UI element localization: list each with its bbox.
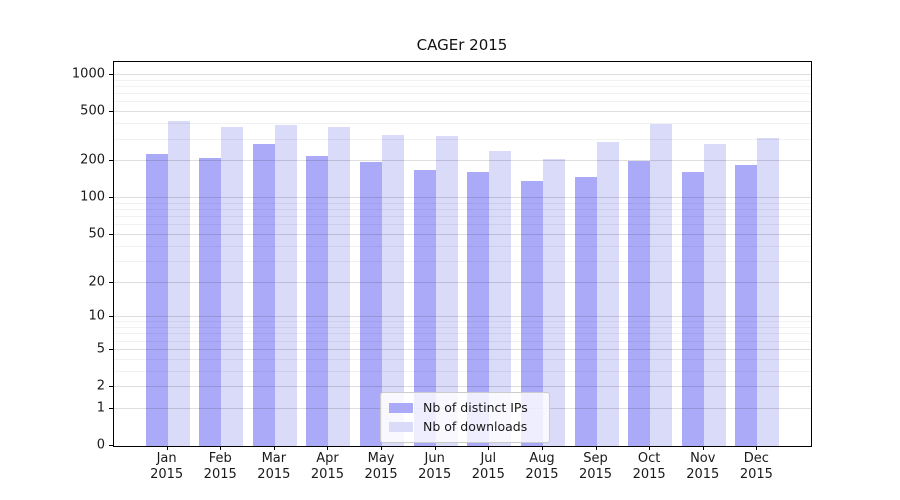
x-tick-label: Oct 2015	[632, 451, 666, 482]
y-tick-label: 200	[80, 152, 105, 168]
bar-downloads-sep	[596, 141, 619, 446]
bar-ips-nov	[681, 172, 704, 446]
legend: Nb of distinct IPs Nb of downloads	[380, 392, 550, 443]
bar-downloads-dec	[757, 137, 780, 446]
y-tick-mark	[109, 233, 113, 235]
y-tick-label: 50	[88, 226, 105, 242]
y-tick-mark	[109, 445, 113, 446]
bar-downloads-oct	[650, 124, 673, 446]
bar-ips-sep	[574, 177, 597, 446]
y-tick-label: 1	[96, 400, 105, 416]
gridline-minor	[114, 101, 811, 103]
x-tick-label: Feb 2015	[203, 451, 237, 482]
legend-swatch-downloads	[389, 421, 413, 432]
x-tick-label: Dec 2015	[739, 451, 773, 482]
x-tick-label: Apr 2015	[310, 451, 344, 482]
chart-title: CAGEr 2015	[416, 36, 508, 54]
y-tick-label: 0	[96, 437, 105, 453]
bar-downloads-may	[382, 135, 405, 446]
legend-row-ips: Nb of distinct IPs	[389, 398, 541, 417]
gridline-minor	[114, 85, 811, 87]
x-tick-mark	[649, 446, 651, 450]
y-tick-label: 500	[80, 103, 105, 119]
bar-ips-aug	[520, 181, 543, 446]
y-tick-mark	[109, 407, 113, 409]
bar-ips-jul	[467, 171, 490, 446]
bar-ips-may	[360, 162, 383, 446]
gridline-minor	[114, 123, 811, 125]
y-tick-mark	[109, 73, 113, 75]
y-tick-mark	[109, 386, 113, 387]
bar-ips-dec	[735, 165, 758, 446]
y-tick-label: 20	[88, 274, 105, 289]
gridline-major	[114, 74, 811, 75]
x-tick-label: Sep 2015	[578, 451, 613, 482]
x-tick-label: Jul 2015	[471, 451, 505, 482]
plot-area: Nb of distinct IPs Nb of downloads	[113, 61, 812, 447]
x-tick-mark	[434, 446, 436, 450]
x-tick-label: Nov 2015	[686, 451, 720, 482]
bar-ips-jun	[413, 170, 436, 446]
y-tick-mark	[109, 281, 113, 283]
legend-label-ips: Nb of distinct IPs	[423, 400, 528, 415]
x-tick-mark	[220, 446, 222, 450]
bar-ips-mar	[252, 144, 275, 446]
y-tick-mark	[109, 197, 113, 199]
bar-downloads-aug	[542, 159, 565, 446]
legend-label-downloads: Nb of downloads	[423, 419, 528, 434]
x-tick-label: Mar 2015	[257, 451, 291, 482]
gridline-minor	[114, 93, 811, 95]
y-tick-mark	[109, 111, 113, 113]
bar-downloads-jun	[435, 135, 458, 446]
y-tick-label: 5	[96, 341, 105, 357]
gridline-major	[114, 111, 811, 113]
x-tick-label: May 2015	[364, 451, 398, 482]
x-tick-label: Aug 2015	[525, 451, 559, 482]
y-tick-label: 10	[88, 308, 105, 324]
bar-ips-jan	[145, 154, 168, 446]
bar-ips-apr	[306, 155, 329, 446]
bar-ips-oct	[628, 160, 651, 446]
x-tick-label: Jan 2015	[150, 451, 184, 482]
x-tick-mark	[381, 446, 383, 450]
bar-downloads-apr	[328, 127, 351, 446]
legend-row-downloads: Nb of downloads	[389, 417, 541, 436]
bar-downloads-jul	[489, 151, 512, 446]
bar-downloads-nov	[703, 143, 726, 446]
x-tick-mark	[273, 446, 275, 450]
y-tick-label: 1000	[71, 66, 105, 82]
x-tick-mark	[702, 446, 704, 450]
bar-ips-feb	[199, 157, 222, 446]
y-tick-mark	[109, 316, 113, 318]
legend-swatch-ips	[389, 402, 413, 413]
bar-downloads-feb	[221, 126, 244, 446]
bar-downloads-jan	[167, 121, 190, 446]
y-tick-label: 100	[80, 189, 105, 205]
gridline-minor	[114, 138, 811, 140]
y-tick-label: 2	[96, 378, 105, 394]
x-tick-mark	[166, 446, 168, 450]
gridline-minor	[114, 79, 811, 81]
bar-downloads-mar	[274, 125, 297, 446]
x-tick-mark	[327, 446, 329, 450]
y-tick-mark	[109, 348, 113, 350]
x-tick-mark	[595, 446, 597, 450]
x-tick-mark	[488, 446, 490, 450]
y-tick-mark	[109, 160, 113, 162]
x-tick-mark	[541, 446, 543, 450]
x-tick-label: Jun 2015	[418, 451, 452, 482]
x-tick-mark	[756, 446, 758, 450]
